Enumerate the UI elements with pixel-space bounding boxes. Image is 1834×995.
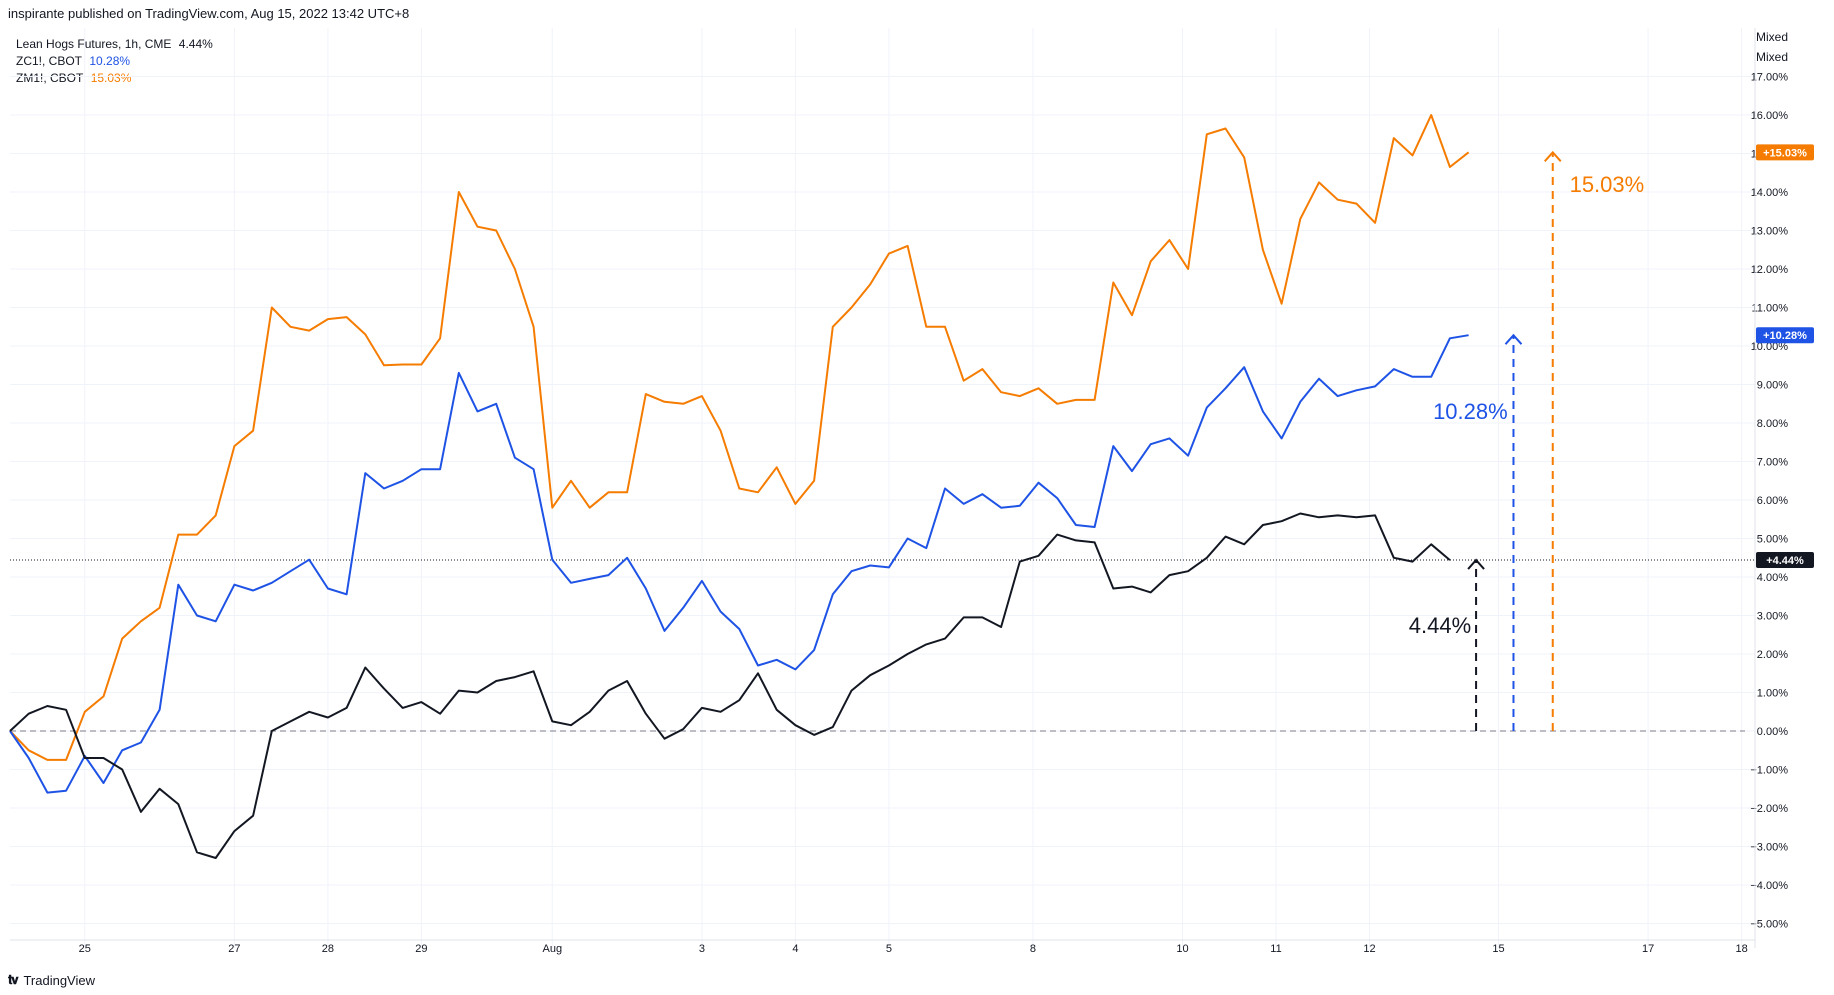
x-tick-label: 5 [886,943,892,955]
y-tick-label: 7.00% [1757,457,1788,469]
y-tick-label: 5.00% [1757,534,1788,546]
annotations: 15.03% 10.28% 4.44% [1409,150,1645,731]
x-tick-label: 4 [792,943,798,955]
x-tick-label: 28 [322,943,334,955]
y-tick-label: 16.00% [1751,110,1789,122]
x-tick-label: 25 [79,943,91,955]
scale-mode-label[interactable]: Mixed [1756,30,1788,44]
y-tick-label: 3.00% [1757,611,1788,623]
tradingview-logo-icon: 𝐭𝐯 [8,972,19,987]
y-tick-label: −2.00% [1750,803,1788,815]
y-tick-label: 11.00% [1752,303,1789,315]
y-tick-label: −4.00% [1750,880,1788,892]
y-tick-label: 9.00% [1757,380,1788,392]
y-tick-label: 6.00% [1757,495,1788,507]
last-value-badge [1756,327,1814,344]
x-tick-label: 8 [1030,943,1036,955]
y-tick-label: 12.00% [1751,264,1789,276]
y-tick-label: 0.00% [1757,726,1788,738]
measure-arrow-head [1467,558,1485,570]
x-tick-label: 18 [1735,943,1747,955]
measure-label: 4.44% [1409,613,1471,638]
axes: 17.00%16.00%15.00%14.00%13.00%12.00%11.0… [10,28,1788,955]
publish-header: inspirante published on TradingView.com,… [8,6,410,21]
y-tick-label: 13.00% [1751,226,1789,238]
x-tick-label: 11 [1270,943,1281,955]
measure-label: 15.03% [1570,172,1645,197]
price-labels: +15.03% +10.28% +4.44% [1756,144,1814,569]
y-tick-label: −5.00% [1750,919,1788,931]
y-tick-label: 10.00% [1751,341,1789,353]
x-tick-label: 12 [1363,943,1375,955]
series-line [9,512,1451,859]
last-value-text: +4.44% [1766,555,1804,567]
last-value-badge [1756,144,1814,161]
legend-name: Lean Hogs Futures, 1h, CME [16,37,172,51]
legend-value: 10.28% [89,54,131,68]
legend-value: 4.44% [178,37,213,51]
scale-mode-label[interactable]: Mixed [1756,50,1788,64]
measure-label: 10.28% [1433,399,1508,424]
y-tick-label: 1.00% [1757,688,1788,700]
y-tick-label: 2.00% [1757,649,1788,661]
tradingview-footer[interactable]: 𝐭𝐯 TradingView [8,972,95,988]
brand-name: TradingView [23,972,95,988]
last-value-text: +10.28% [1763,330,1807,342]
legend-row-lean-hogs[interactable]: Lean Hogs Futures, 1h, CME 4.44% [16,36,217,53]
legend-row-zm1[interactable]: ZM1!, CBOT 15.03% [16,70,217,87]
legend-row-zc1[interactable]: ZC1!, CBOT 10.28% [16,53,217,70]
y-tick-label: 14.00% [1751,187,1789,199]
series-line [9,334,1469,794]
x-tick-label: 29 [415,943,427,955]
y-tick-label: 17.00% [1751,72,1789,84]
y-tick-label: 4.00% [1757,572,1788,584]
y-tick-label: −3.00% [1750,842,1788,854]
x-tick-label: 15 [1492,943,1504,955]
legend-name: ZC1!, CBOT [16,54,83,68]
measure-arrow-head [1504,333,1523,345]
series-lines [9,114,1755,859]
x-tick-label: 10 [1176,943,1188,955]
legend-name: ZM1!, CBOT [16,71,84,85]
x-tick-label: Aug [543,943,563,955]
measure-arrow-head [1544,150,1562,163]
last-value-text: +15.03% [1763,147,1807,159]
x-tick-label: 3 [699,943,705,955]
y-tick-label: −1.00% [1750,765,1788,777]
x-tick-label: 27 [228,943,240,955]
legend-value: 15.03% [90,71,132,85]
series-legend: Lean Hogs Futures, 1h, CME 4.44% ZC1!, C… [16,36,217,87]
series-line [9,114,1470,761]
x-tick-label: 17 [1642,943,1654,955]
y-tick-label: 8.00% [1757,418,1788,430]
last-value-badge [1756,552,1814,569]
grid-lines [10,28,1755,948]
